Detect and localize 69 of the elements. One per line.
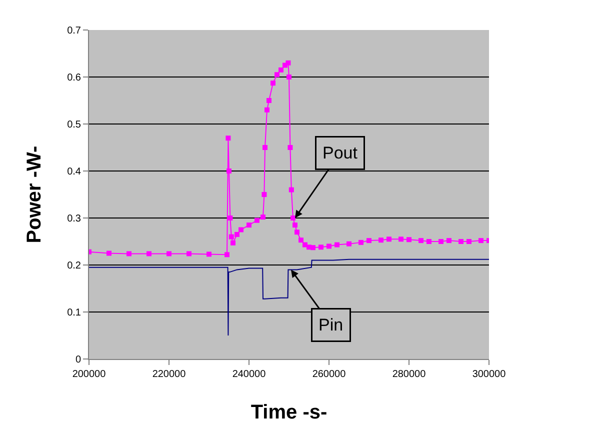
point xyxy=(254,218,260,223)
point xyxy=(228,216,233,220)
point xyxy=(366,238,372,244)
point xyxy=(326,244,332,249)
point xyxy=(292,222,298,228)
point xyxy=(294,230,300,235)
point xyxy=(270,80,276,86)
x-axis-title: Time -s- xyxy=(250,402,328,424)
point xyxy=(266,98,272,103)
point xyxy=(346,241,352,246)
y-tick-label: 0.7 xyxy=(67,26,82,36)
y-tick-label: 0.2 xyxy=(67,260,82,272)
point xyxy=(318,244,324,250)
point xyxy=(228,234,234,240)
point xyxy=(478,238,484,244)
point xyxy=(166,251,172,256)
point xyxy=(234,232,240,237)
point xyxy=(226,168,232,174)
point xyxy=(260,214,266,220)
point xyxy=(106,250,112,256)
point xyxy=(206,252,212,257)
point xyxy=(246,222,252,228)
point xyxy=(458,239,464,244)
annotation: Pout xyxy=(322,144,358,162)
x-tick-label: 240000 xyxy=(232,369,266,380)
point xyxy=(398,236,404,242)
point xyxy=(262,145,268,150)
point xyxy=(290,216,296,220)
y-tick-label: 0.4 xyxy=(67,166,82,178)
point xyxy=(406,237,412,242)
point xyxy=(274,72,280,78)
point xyxy=(264,107,270,112)
annotation: Pin xyxy=(318,316,344,334)
point xyxy=(226,136,231,141)
x-tick-label: 280000 xyxy=(392,369,426,380)
point xyxy=(288,145,293,150)
point xyxy=(418,238,424,244)
y-tick-label: 0 xyxy=(75,354,82,366)
point xyxy=(288,187,294,192)
point xyxy=(286,74,292,80)
point xyxy=(146,251,152,256)
y-tick-label: 0.5 xyxy=(67,120,82,130)
point xyxy=(358,240,364,245)
point xyxy=(334,242,340,248)
y-tick-label: 0.1 xyxy=(67,308,82,318)
y-axis-title: Power -W- xyxy=(24,146,46,244)
point xyxy=(278,67,284,72)
point xyxy=(230,240,236,246)
point xyxy=(438,239,444,244)
y-tick-label: 0.3 xyxy=(67,214,82,224)
x-tick-label: 300000 xyxy=(472,369,506,380)
point xyxy=(386,236,392,242)
point xyxy=(186,251,192,256)
point xyxy=(286,60,291,66)
x-tick-label: 260000 xyxy=(312,369,346,380)
x-tick-label: 220000 xyxy=(152,369,186,380)
point xyxy=(310,245,316,250)
point xyxy=(238,227,244,232)
x-tick-label: 200000 xyxy=(72,369,106,380)
point xyxy=(298,238,304,243)
point xyxy=(378,238,384,243)
point xyxy=(126,251,132,256)
point xyxy=(262,192,267,197)
y-tick-label: 0.6 xyxy=(67,72,82,84)
line-series xyxy=(89,258,489,336)
point xyxy=(466,239,472,244)
point xyxy=(426,239,432,244)
point xyxy=(224,252,230,258)
point xyxy=(446,238,452,244)
